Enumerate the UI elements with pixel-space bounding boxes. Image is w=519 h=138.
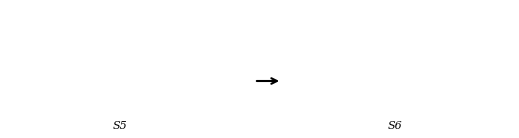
- Text: S6: S6: [388, 121, 402, 131]
- Text: S5: S5: [113, 121, 127, 131]
